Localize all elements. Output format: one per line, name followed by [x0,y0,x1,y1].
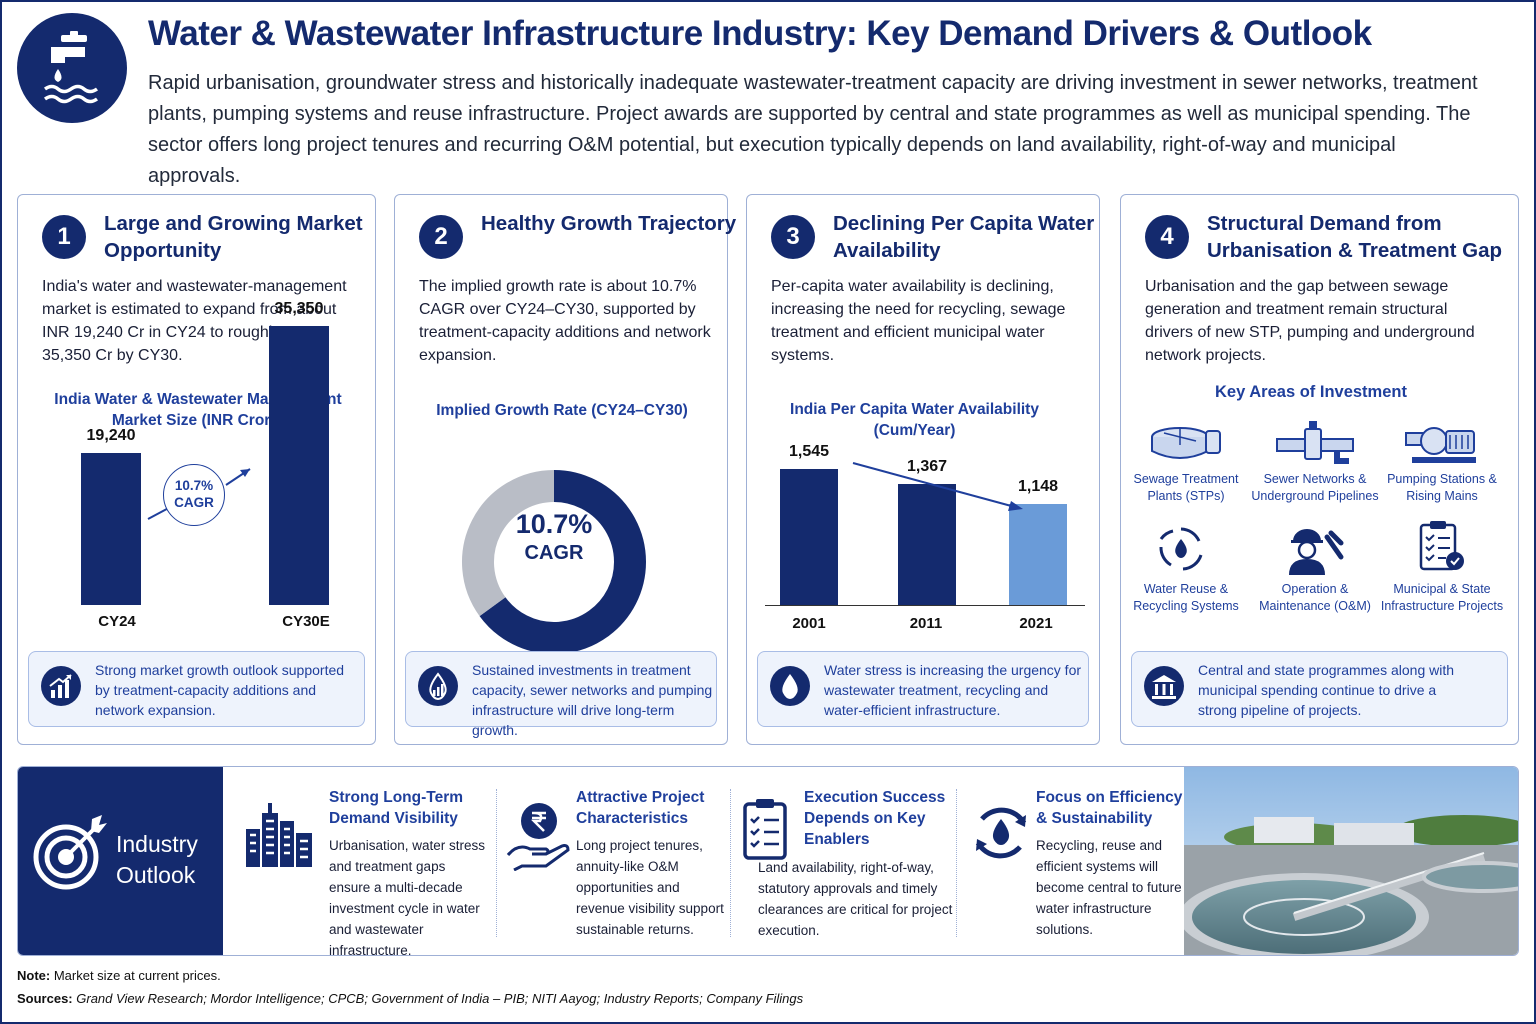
chart-title: India Per Capita Water Availability (Cum… [790,401,1039,439]
outlook-column-title: Strong Long-Term Demand Visibility [329,789,464,827]
investment-label: Municipal & State Infrastructure Project… [1380,582,1504,613]
outlook-column-title: Attractive Project Characteristics [576,789,705,827]
water-cycle-icon [975,807,1027,859]
city-buildings-icon [246,803,312,867]
page-title: Water & Wastewater Infrastructure Indust… [148,14,1372,53]
card-market-opportunity: 1 Large and Growing Market Opportunity I… [17,194,376,745]
x-tick-label: 2001 [792,615,826,632]
outlook-title-line: Outlook [116,862,196,888]
checklist-icon [1419,521,1464,571]
column-divider [730,789,731,937]
x-axis-line [765,605,1085,606]
card-water-availability: 3 Declining Per Capita Water Availabilit… [746,194,1100,745]
water-drop-chart-icon [418,666,458,706]
growth-chart-icon [41,666,81,706]
card-note: Strong market growth outlook supported b… [28,651,365,727]
outlook-title-line: Industry [116,831,198,857]
card-note: Sustained investments in treatment capac… [405,651,717,738]
bar-2001 [780,468,838,605]
water-tap-logo-icon [17,13,127,123]
footer-sources-label: Sources: [17,991,73,1006]
x-tick-label: 2011 [909,615,943,632]
donut-slice-remainder [462,470,555,617]
footer-sources: Sources: Grand View Research; Mordor Int… [17,991,803,1006]
x-tick-label: CY24 [98,613,136,630]
column-divider [496,789,497,937]
card-number: 4 [1145,215,1189,259]
donut-center-value: 10.7% [515,509,593,539]
outlook-column-title: Focus on Efficiency & Sustainability [1036,789,1183,827]
card-title: Healthy Growth Trajectory [481,212,737,235]
outlook-column-title: Execution Success Depends on Key Enabler… [804,789,946,848]
card-body: India's water and wastewater-management … [42,278,347,364]
water-recycle-icon [1159,527,1203,571]
pump-icon [1405,427,1476,463]
card-note-text: Sustained investments in treatment capac… [472,662,713,738]
investment-label: Sewer Networks & Underground Pipelines [1251,472,1379,503]
card-number: 1 [42,215,86,259]
bar-cy30e [269,325,329,605]
target-icon [33,815,107,890]
card-note-text: Central and state programmes along with … [1198,662,1455,718]
investment-label: Pumping Stations & Rising Mains [1387,472,1497,503]
outlook-title: Industry Outlook [116,829,198,891]
donut-slice-filled [479,470,646,654]
bar-value-label: 19,240 [86,427,136,445]
sewage-treatment-plant-icon [1151,427,1221,459]
card-note: Central and state programmes along with … [1131,651,1508,727]
page-subtitle: Rapid urbanisation, groundwater stress a… [148,72,1478,187]
outlook-header-panel: Industry Outlook [18,767,223,955]
card-structural-demand: 4 Structural Demand from Urbanisation & … [1120,194,1519,745]
outlook-column-body: Long project tenures, annuity-like O&M o… [576,838,724,937]
cagr-badge: 10.7% CAGR [163,464,225,526]
bar-value-label: 1,545 [788,442,830,460]
x-tick-label: 2021 [1019,615,1053,632]
card-title: Declining Per Capita Water Availability [833,212,1095,262]
footer-sources-text: Grand View Research; Mordor Intelligence… [76,991,804,1006]
card-body: The implied growth rate is about 10.7% C… [419,278,711,364]
bar-value-label: 1,148 [1017,477,1059,495]
investment-label: Operation & Maintenance (O&M) [1259,582,1371,613]
cagr-badge-text: 10.7% CAGR [174,478,214,510]
card-body: Urbanisation and the gap between sewage … [1145,278,1475,364]
donut-center-label: CAGR [524,542,584,564]
worker-wrench-icon [1289,529,1344,575]
card-number: 3 [771,215,815,259]
x-tick-label: CY30E [282,613,330,630]
card-body: Per-capita water availability is declini… [771,278,1066,364]
government-building-icon [1144,666,1184,706]
card-note-text: Water stress is increasing the urgency f… [824,662,1082,718]
investment-section-title: Key Areas of Investment [1215,383,1407,401]
card-title: Structural Demand from Urbanisation & Tr… [1207,212,1503,262]
decline-trend-arrow [852,462,1023,511]
card-title: Large and Growing Market Opportunity [104,212,363,262]
card-note-text: Strong market growth outlook supported b… [95,662,345,718]
chart-title: Implied Growth Rate (CY24–CY30) [436,402,688,419]
outlook-column-body: Urbanisation, water stress and treatment… [329,838,486,956]
outlook-column-body: Land availability, right-of-way, statuto… [758,860,953,938]
rupee-hand-icon [506,803,570,871]
footer-note: Note: Market size at current prices. [17,968,221,983]
pipeline-icon [1276,421,1354,464]
card-number: 2 [419,215,463,259]
footer-note-text: Market size at current prices. [53,968,221,983]
card-note: Water stress is increasing the urgency f… [757,651,1089,727]
bar-value-label: 1,367 [906,458,948,476]
card-growth-trajectory: 2 Healthy Growth Trajectory The implied … [394,194,736,745]
footer-note-label: Note: [17,968,51,983]
treatment-plant-photo [1184,767,1518,955]
bar-value-label: 35,350 [274,299,324,317]
clipboard-checklist-icon [743,799,787,860]
bar-2011 [898,484,956,605]
outlook-column-body: Recycling, reuse and efficient systems w… [1036,838,1182,937]
column-divider [956,789,957,937]
investment-label: Sewage Treatment Plants (STPs) [1133,472,1239,503]
industry-outlook-section: Industry Outlook Strong Long-Term Demand… [17,766,1519,956]
investment-label: Water Reuse & Recycling Systems [1133,582,1239,613]
bar-cy24 [81,453,141,605]
bar-2021 [1009,503,1067,605]
cagr-donut-chart [462,470,646,654]
water-drop-icon [770,666,810,706]
